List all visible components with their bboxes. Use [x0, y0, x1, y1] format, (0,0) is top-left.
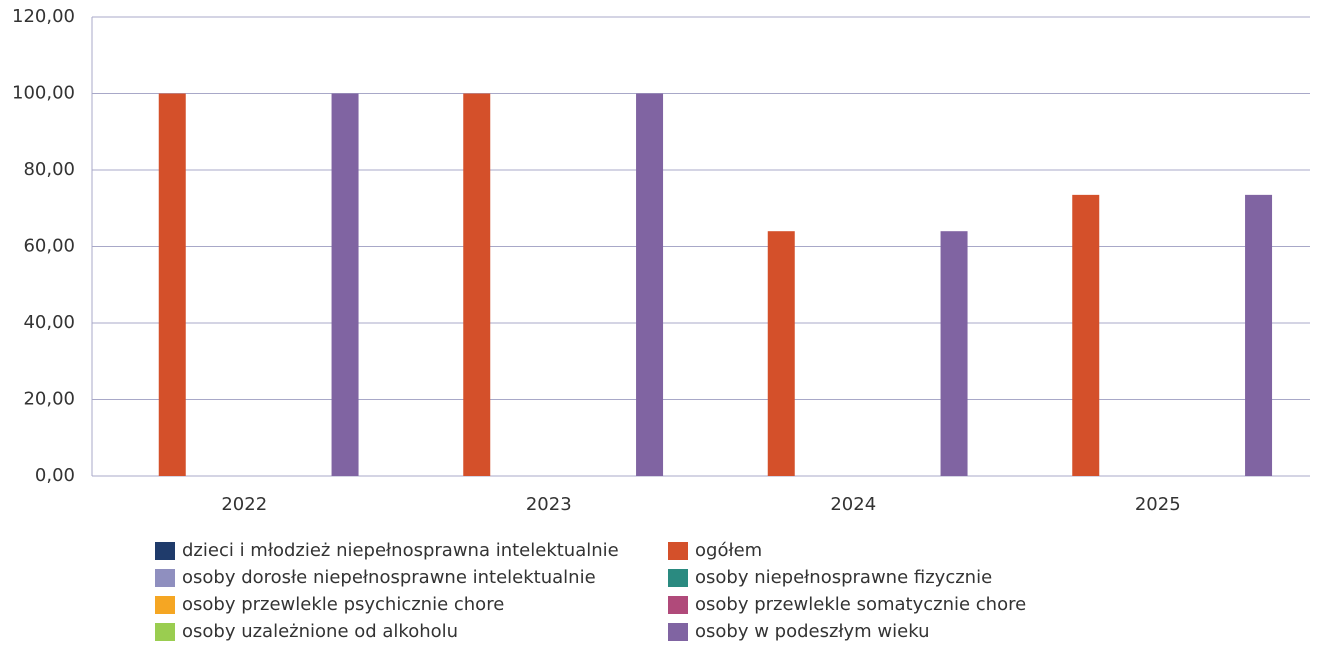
- y-tick-label: 100,00: [12, 83, 75, 104]
- x-tick-label: 2025: [1135, 494, 1181, 515]
- legend-label: dzieci i młodzież niepełnosprawna intele…: [182, 540, 619, 561]
- x-tick-label: 2023: [526, 494, 572, 515]
- legend-swatch: [155, 542, 175, 560]
- bar: [158, 93, 186, 476]
- y-tick-label: 20,00: [23, 389, 75, 410]
- legend-swatch: [668, 623, 688, 641]
- x-tick-label: 2022: [221, 494, 267, 515]
- legend-label: osoby dorosłe niepełnosprawne intelektua…: [182, 567, 596, 588]
- legend-label: osoby uzależnione od alkoholu: [182, 621, 458, 642]
- bar: [463, 93, 491, 476]
- legend-swatch: [668, 569, 688, 587]
- y-tick-label: 120,00: [12, 6, 75, 27]
- x-tick-label: 2024: [830, 494, 876, 515]
- legend-swatch: [155, 623, 175, 641]
- legend-label: osoby przewlekle somatycznie chore: [695, 594, 1026, 615]
- bar: [767, 231, 795, 476]
- y-tick-label: 40,00: [23, 312, 75, 333]
- bar: [331, 93, 359, 476]
- legend-swatch: [155, 596, 175, 614]
- legend-label: ogółem: [695, 540, 762, 561]
- y-tick-label: 80,00: [23, 159, 75, 180]
- legend-label: osoby niepełnosprawne fizycznie: [695, 567, 992, 588]
- bar: [940, 231, 968, 476]
- y-tick-label: 60,00: [23, 236, 75, 257]
- legend-swatch: [668, 596, 688, 614]
- bar: [636, 93, 664, 476]
- bar: [1072, 194, 1100, 477]
- legend-label: osoby przewlekle psychicznie chore: [182, 594, 504, 615]
- legend-swatch: [668, 542, 688, 560]
- legend-swatch: [155, 569, 175, 587]
- legend-label: osoby w podeszłym wieku: [695, 621, 930, 642]
- y-tick-label: 0,00: [35, 465, 75, 486]
- bar: [1245, 194, 1273, 477]
